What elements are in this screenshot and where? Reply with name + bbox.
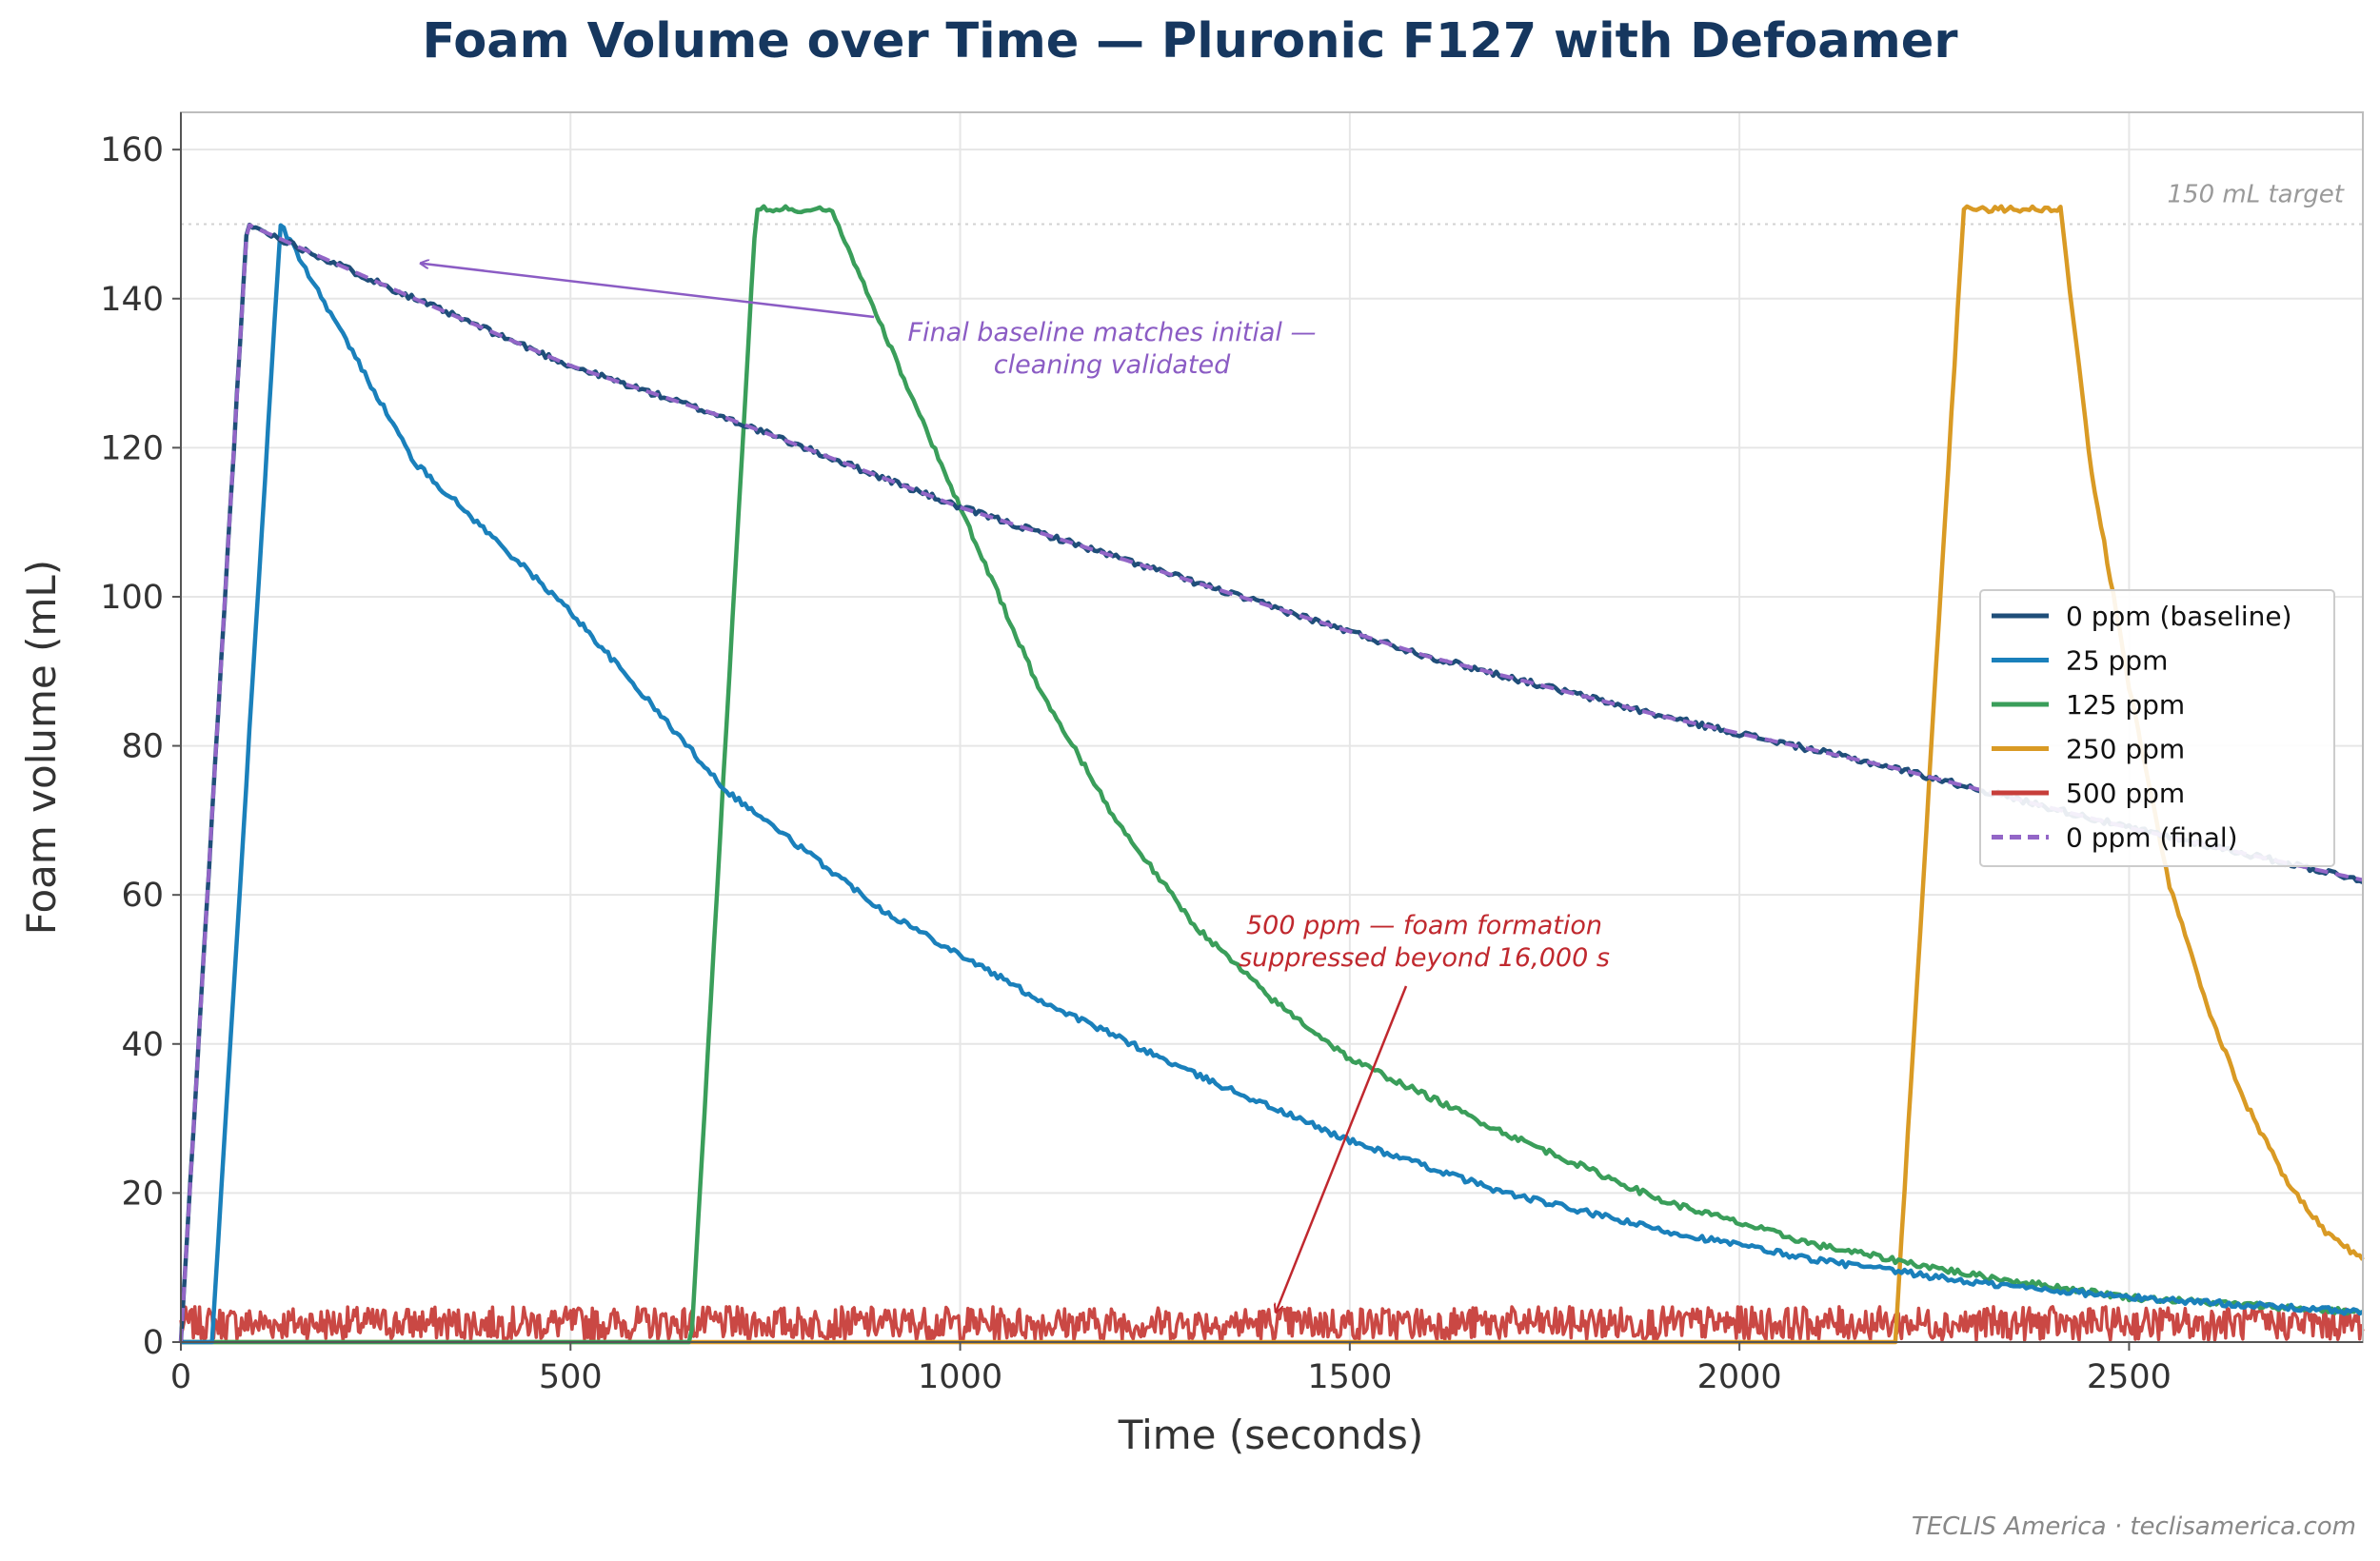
- y-tick-label: 120: [100, 429, 164, 467]
- annotation-500ppm-text: 500 ppm — foam formation: [1246, 911, 1602, 940]
- axes: 0 500 1000 1500 2000 2500 0 20 40 60 80 100 120 140 16…: [100, 111, 2364, 1396]
- chart-title: Foam Volume over Time — Pluronic F127 wi…: [422, 13, 1957, 69]
- annotation-baseline-text: cleaning validated: [994, 350, 1231, 380]
- y-tick-label: 100: [100, 579, 164, 617]
- annotation-arrow-500ppm: [1276, 985, 1408, 1313]
- legend-label-0-ppm-final: 0 ppm (final): [2066, 822, 2238, 854]
- legend-box: [1979, 589, 2335, 867]
- annotation-arrow-baseline: [421, 264, 875, 319]
- reference-line-group: 150 mL target: [181, 180, 2363, 226]
- y-tick-label: 0: [143, 1324, 164, 1362]
- series-line-25-ppm: [181, 223, 2365, 1345]
- y-tick-label: 140: [100, 281, 164, 319]
- legend-label-250-ppm: 250 ppm: [2066, 734, 2185, 765]
- legend: 0 ppm (baseline) 25 ppm 125 ppm 250 ppm 500 …: [1979, 589, 2335, 867]
- x-axis-label: Time (seconds): [1118, 1412, 1424, 1458]
- x-tick-label: 1500: [1307, 1358, 1392, 1396]
- reference-line-label: 150 mL target: [2168, 180, 2345, 208]
- legend-label-125-ppm: 125 ppm: [2066, 689, 2185, 721]
- x-tick-label: 1000: [918, 1358, 1002, 1396]
- x-tick-label: 500: [539, 1358, 603, 1396]
- y-tick-label: 20: [121, 1175, 164, 1213]
- legend-label-25-ppm: 25 ppm: [2066, 645, 2168, 677]
- legend-label-0-ppm-baseline: 0 ppm (baseline): [2066, 601, 2292, 632]
- footer-credit: TECLIS America · teclisamerica.com: [1912, 1512, 2356, 1541]
- legend-label-500-ppm: 500 ppm: [2066, 778, 2185, 809]
- x-tick-label: 2500: [2087, 1358, 2172, 1396]
- y-tick-label: 160: [100, 131, 164, 169]
- annotation-500ppm-text: suppressed beyond 16,000 s: [1239, 943, 1610, 973]
- y-tick-label: 80: [121, 728, 164, 766]
- series-line-500-ppm: [179, 1305, 2365, 1342]
- y-tick-label: 60: [121, 877, 164, 915]
- x-tick-label: 0: [170, 1358, 191, 1396]
- y-tick-label: 40: [121, 1026, 164, 1064]
- x-tick-label: 2000: [1697, 1358, 1782, 1396]
- y-axis-label: Foam volume (mL): [18, 560, 65, 935]
- annotations: Final baseline matches initial — cleaning…: [421, 264, 1610, 1313]
- annotation-baseline-text: Final baseline matches initial —: [908, 318, 1317, 347]
